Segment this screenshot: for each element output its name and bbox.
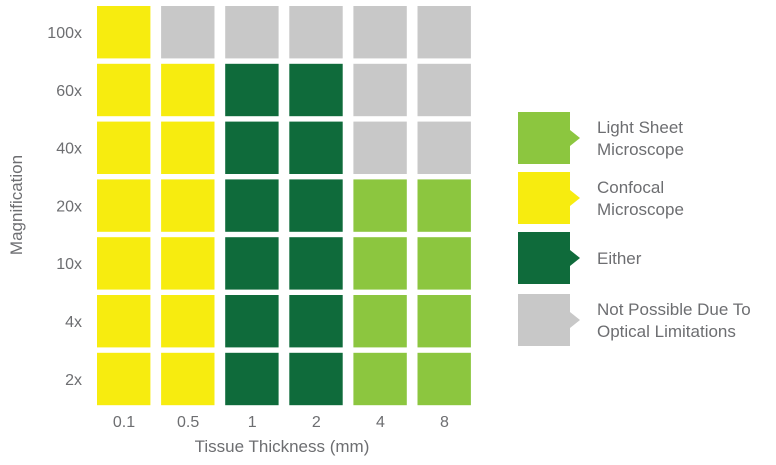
legend-label: Microscope <box>597 140 684 159</box>
cell-100x-1 <box>225 6 279 59</box>
cell-60x-0.5 <box>161 63 215 117</box>
x-tick-label: 4 <box>376 414 385 431</box>
y-tick-label: 60x <box>56 83 82 100</box>
x-tick-label: 0.5 <box>177 414 199 431</box>
cell-100x-8 <box>417 6 471 59</box>
legend-item-confocal: Confocal Microscope <box>518 172 684 224</box>
cell-40x-2 <box>289 121 343 174</box>
legend-label: Optical Limitations <box>597 322 736 341</box>
cell-2x-0.1 <box>97 352 151 406</box>
y-tick-label: 10x <box>56 256 82 273</box>
cell-20x-0.1 <box>97 179 151 232</box>
cell-4x-2 <box>289 295 343 348</box>
y-axis-ticks: 100x 60x 40x 20x 10x 4x 2x <box>47 25 82 389</box>
cell-4x-1 <box>225 295 279 348</box>
legend-swatch <box>518 232 580 284</box>
y-axis-title: Magnification <box>7 155 26 255</box>
cell-10x-1 <box>225 237 279 290</box>
cell-10x-2 <box>289 237 343 290</box>
cell-40x-0.5 <box>161 121 215 174</box>
cell-2x-2 <box>289 352 343 406</box>
cell-4x-4 <box>353 295 407 348</box>
cell-40x-4 <box>353 121 407 174</box>
cell-20x-8 <box>417 179 471 232</box>
legend-swatch <box>518 172 580 224</box>
cell-10x-4 <box>353 237 407 290</box>
y-tick-label: 2x <box>65 372 82 389</box>
cell-2x-8 <box>417 352 471 406</box>
cell-4x-0.1 <box>97 295 151 348</box>
legend-item-light-sheet: Light Sheet Microscope <box>518 112 684 164</box>
y-tick-label: 20x <box>56 198 82 215</box>
cell-100x-0.5 <box>161 6 215 59</box>
cell-40x-1 <box>225 121 279 174</box>
cell-60x-8 <box>417 63 471 117</box>
cell-60x-2 <box>289 63 343 117</box>
cell-10x-8 <box>417 237 471 290</box>
x-axis-ticks: 0.1 0.5 1 2 4 8 <box>113 414 449 431</box>
legend: Light Sheet Microscope Confocal Microscope E… <box>518 112 751 346</box>
cell-10x-0.5 <box>161 237 215 290</box>
cell-20x-2 <box>289 179 343 232</box>
cell-20x-1 <box>225 179 279 232</box>
legend-label: Not Possible Due To <box>597 300 751 319</box>
cell-40x-0.1 <box>97 121 151 174</box>
cell-2x-0.5 <box>161 352 215 406</box>
cell-60x-0.1 <box>97 63 151 117</box>
cell-4x-8 <box>417 295 471 348</box>
y-tick-label: 4x <box>65 314 82 331</box>
cell-20x-0.5 <box>161 179 215 232</box>
x-tick-label: 8 <box>440 414 449 431</box>
x-tick-label: 1 <box>248 414 257 431</box>
cell-10x-0.1 <box>97 237 151 290</box>
cell-60x-1 <box>225 63 279 117</box>
cell-2x-1 <box>225 352 279 406</box>
cell-60x-4 <box>353 63 407 117</box>
cell-4x-0.5 <box>161 295 215 348</box>
y-tick-label: 40x <box>56 141 82 158</box>
x-tick-label: 2 <box>312 414 321 431</box>
legend-swatch <box>518 294 580 346</box>
cell-100x-0.1 <box>97 6 151 59</box>
legend-item-either: Either <box>518 232 642 284</box>
cell-2x-4 <box>353 352 407 406</box>
cell-20x-4 <box>353 179 407 232</box>
legend-swatch <box>518 112 580 164</box>
legend-label: Light Sheet <box>597 118 683 137</box>
cell-100x-4 <box>353 6 407 59</box>
legend-label: Confocal <box>597 178 664 197</box>
cell-100x-2 <box>289 6 343 59</box>
legend-label: Microscope <box>597 200 684 219</box>
x-axis-title: Tissue Thickness (mm) <box>195 437 370 456</box>
y-tick-label: 100x <box>47 25 82 42</box>
legend-label: Either <box>597 249 642 268</box>
legend-item-not-possible: Not Possible Due To Optical Limitations <box>518 294 751 346</box>
x-tick-label: 0.1 <box>113 414 135 431</box>
heatmap-cells <box>97 6 471 406</box>
cell-40x-8 <box>417 121 471 174</box>
